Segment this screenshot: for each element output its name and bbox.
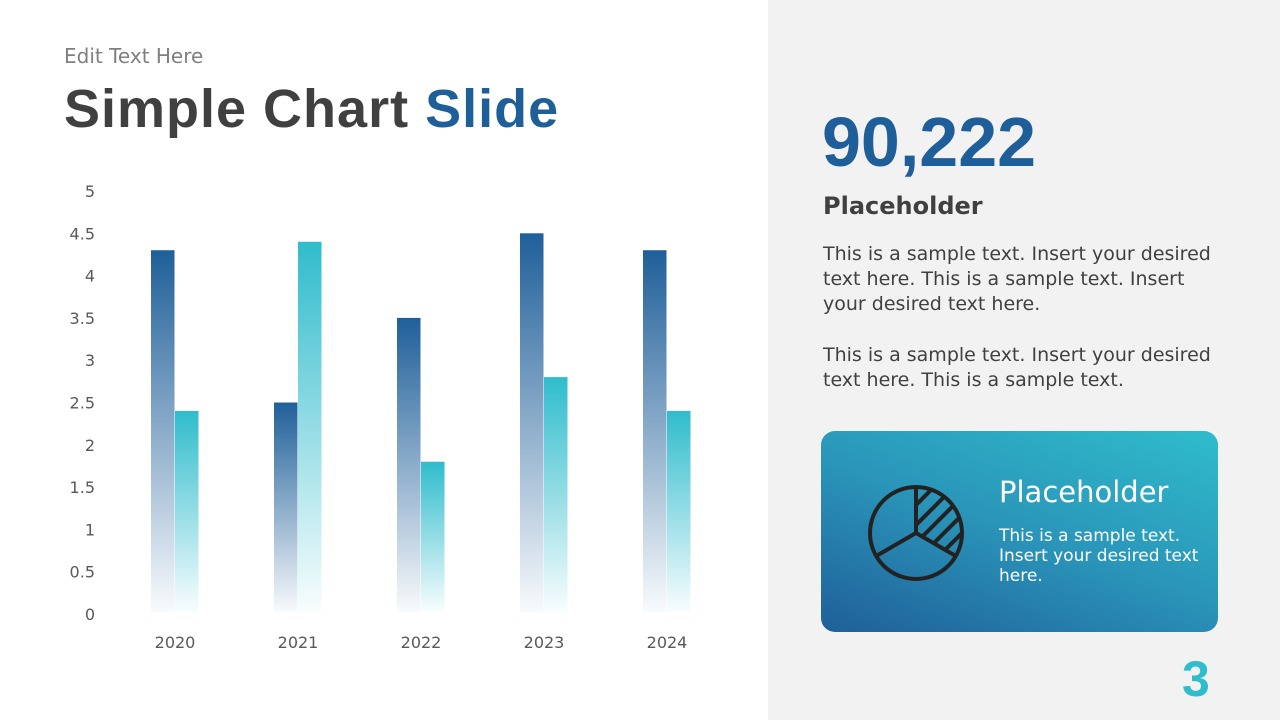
page-number: 3: [1182, 651, 1210, 707]
y-tick-label: 0.5: [70, 563, 95, 582]
y-tick-label: 1.5: [70, 478, 95, 497]
bar-2024-series-1: [643, 250, 667, 612]
card-title: Placeholder: [999, 475, 1169, 509]
page-title: Simple Chart Slide: [64, 78, 559, 140]
pie-chart-icon: [868, 485, 964, 581]
y-tick-label: 3: [85, 351, 95, 370]
bar-2023-series-1: [520, 233, 544, 613]
bar-2020-series-1: [151, 250, 175, 612]
y-tick-label: 2: [85, 436, 95, 455]
y-tick-label: 4: [85, 267, 95, 286]
bar-2020-series-2: [175, 410, 199, 612]
title-accent: Slide: [425, 79, 560, 139]
x-tick-label: 2022: [401, 633, 442, 652]
bar-2022-series-1: [397, 317, 421, 612]
y-tick-label: 0: [85, 605, 95, 624]
card-text: This is a sample text. Insert your desir…: [999, 526, 1199, 586]
bar-2021-series-1: [274, 402, 298, 612]
info-card: Placeholder This is a sample text. Inser…: [821, 431, 1218, 632]
y-tick-label: 2.5: [70, 394, 95, 413]
bar-2023-series-2: [544, 377, 568, 612]
bar-2024-series-2: [667, 410, 691, 612]
sidebar-subtitle: Placeholder: [823, 192, 983, 220]
y-tick-label: 3.5: [70, 309, 95, 328]
y-tick-label: 5: [85, 182, 95, 201]
x-tick-label: 2021: [278, 633, 319, 652]
bar-chart: 0 0.5 1 1.5 2 2.5 3 3.5 4 4.5 5 2020 2021 2022 2023 202…: [70, 182, 691, 652]
big-number: 90,222: [822, 103, 1037, 181]
eyebrow-text: Edit Text Here: [64, 44, 204, 68]
y-tick-label: 4.5: [70, 224, 95, 243]
paragraph-1: This is a sample text. Insert your desir…: [823, 243, 1211, 315]
title-main: Simple Chart: [64, 79, 410, 139]
paragraph-2: This is a sample text. Insert your desir…: [823, 344, 1211, 391]
bar-2021-series-2: [298, 241, 322, 612]
slide-left-panel: [0, 0, 768, 720]
x-tick-label: 2020: [155, 633, 196, 652]
x-tick-label: 2023: [524, 633, 565, 652]
bar-2022-series-2: [421, 461, 445, 612]
x-tick-label: 2024: [647, 633, 688, 652]
y-tick-label: 1: [85, 520, 95, 539]
